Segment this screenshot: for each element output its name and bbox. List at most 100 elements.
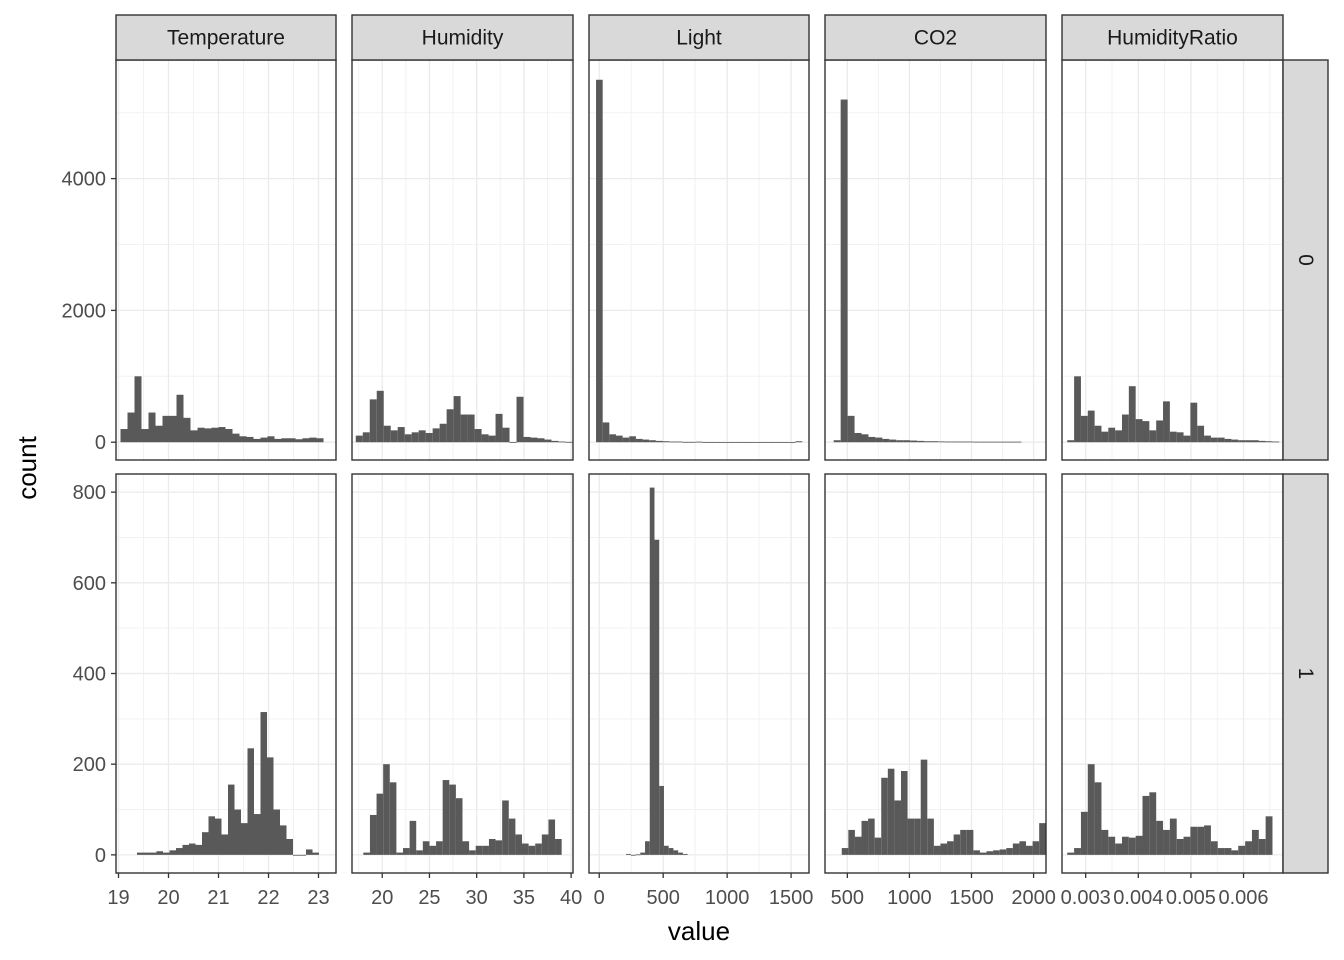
x-axis-humidityratio: 0.003 0.004 0.005 0.006: [1061, 873, 1269, 909]
strip-label: Humidity: [422, 27, 504, 50]
histogram-bar: [509, 442, 517, 444]
histogram-bar: [396, 852, 403, 855]
histogram-bar: [134, 376, 142, 443]
y-axis-title: count: [12, 435, 42, 499]
histogram-bar: [1101, 431, 1109, 443]
histogram-bar: [362, 432, 370, 443]
panel-humidity-0: [351, 59, 574, 461]
histogram-bar: [709, 442, 716, 443]
strip-background: [115, 14, 337, 61]
histogram-bar: [649, 440, 656, 443]
histogram-bar: [411, 432, 419, 443]
y-tick-label: 600: [73, 573, 106, 595]
histogram-bar: [528, 845, 536, 855]
panel-humidityratio-0: [1061, 59, 1284, 461]
histogram-bar: [495, 840, 503, 855]
strip-background: [1061, 14, 1284, 61]
histogram-bars: [137, 712, 319, 856]
histogram-bar: [910, 440, 918, 443]
x-axis-light: 0 500 1000 1500: [594, 873, 814, 909]
histogram-bar: [150, 852, 157, 855]
y-tick-label: 0: [95, 845, 106, 867]
histogram-bar: [847, 415, 855, 443]
histogram-bar: [993, 441, 1001, 443]
histogram-bar: [889, 439, 897, 443]
histogram-bar: [541, 834, 549, 855]
x-axis-co2: 500 1000 1500 2000: [831, 873, 1056, 909]
histogram-bar: [1032, 841, 1040, 855]
histogram-bar: [1142, 795, 1150, 855]
histogram-bar: [221, 834, 228, 855]
histogram-bar: [306, 849, 313, 855]
histogram-bar: [1258, 838, 1266, 855]
strip-row-0: 0: [1282, 59, 1329, 461]
histogram-bar: [182, 844, 189, 855]
histogram-bar: [449, 784, 456, 855]
histogram-bar: [295, 439, 303, 443]
panels-layer: [115, 59, 1284, 874]
histogram-bar: [1204, 435, 1211, 443]
histogram-bar: [1204, 825, 1211, 855]
x-tick-label: 500: [831, 887, 864, 909]
histogram-bar: [986, 851, 994, 855]
histogram-bar: [481, 434, 489, 443]
histogram-bar: [944, 441, 952, 443]
histogram-bar: [907, 818, 915, 855]
histogram-bar: [390, 430, 398, 443]
panel-light-0: [588, 59, 810, 461]
histogram-bar: [1121, 836, 1129, 855]
histogram-bar: [169, 415, 177, 443]
x-tick-label: 1500: [769, 887, 814, 909]
histogram-bar: [1080, 415, 1088, 443]
histogram-bar: [155, 425, 163, 443]
histogram-bar: [669, 441, 676, 443]
histogram-bar: [775, 442, 783, 444]
x-tick-label: 22: [257, 887, 279, 909]
histogram-bar: [1156, 420, 1164, 443]
x-tick-label: 40: [560, 887, 582, 909]
histogram-bar: [735, 442, 743, 444]
histogram-bar: [208, 816, 215, 855]
histogram-bar: [530, 437, 538, 443]
strip-humidityratio: HumidityRatio: [1061, 14, 1284, 61]
histogram-bar: [247, 748, 254, 855]
histogram-bar: [195, 844, 202, 855]
histogram-bar: [253, 438, 261, 443]
histogram-bar: [1197, 826, 1205, 855]
histogram-bar: [383, 764, 390, 855]
histogram-bar: [953, 834, 961, 855]
histogram-bar: [286, 838, 293, 855]
histogram-bar: [1149, 430, 1157, 443]
histogram-bar: [127, 412, 135, 443]
x-tick-label: 0.004: [1113, 887, 1163, 909]
histogram-bar: [558, 441, 566, 443]
histogram-bar: [190, 430, 198, 443]
panel-co2-0: [824, 59, 1047, 461]
x-tick-label: 1000: [705, 887, 750, 909]
histogram-bar: [120, 429, 128, 443]
histogram-bars: [363, 764, 562, 855]
histogram-bar: [254, 814, 261, 855]
x-tick-label: 30: [466, 887, 488, 909]
histogram-bar: [1251, 440, 1259, 443]
x-tick-label: 20: [157, 887, 179, 909]
panel-border: [588, 473, 810, 874]
histogram-bar: [788, 442, 796, 444]
histogram-bar: [979, 441, 987, 443]
histogram-bar: [1019, 841, 1027, 855]
strip-co2: CO2: [824, 14, 1047, 61]
histogram-bar: [260, 712, 267, 855]
histogram-bar: [1074, 376, 1081, 443]
histogram-bar: [197, 427, 205, 443]
histogram-bar: [640, 852, 646, 855]
histogram-bar: [609, 434, 616, 443]
histogram-bar: [1094, 782, 1102, 855]
histogram-bar: [940, 843, 948, 855]
histogram-bar: [635, 854, 641, 856]
histogram-bar: [1169, 431, 1177, 443]
histogram-bar: [659, 785, 664, 855]
histogram-bars: [596, 79, 803, 444]
histogram-bar: [228, 784, 235, 855]
histogram-bar: [999, 849, 1007, 855]
